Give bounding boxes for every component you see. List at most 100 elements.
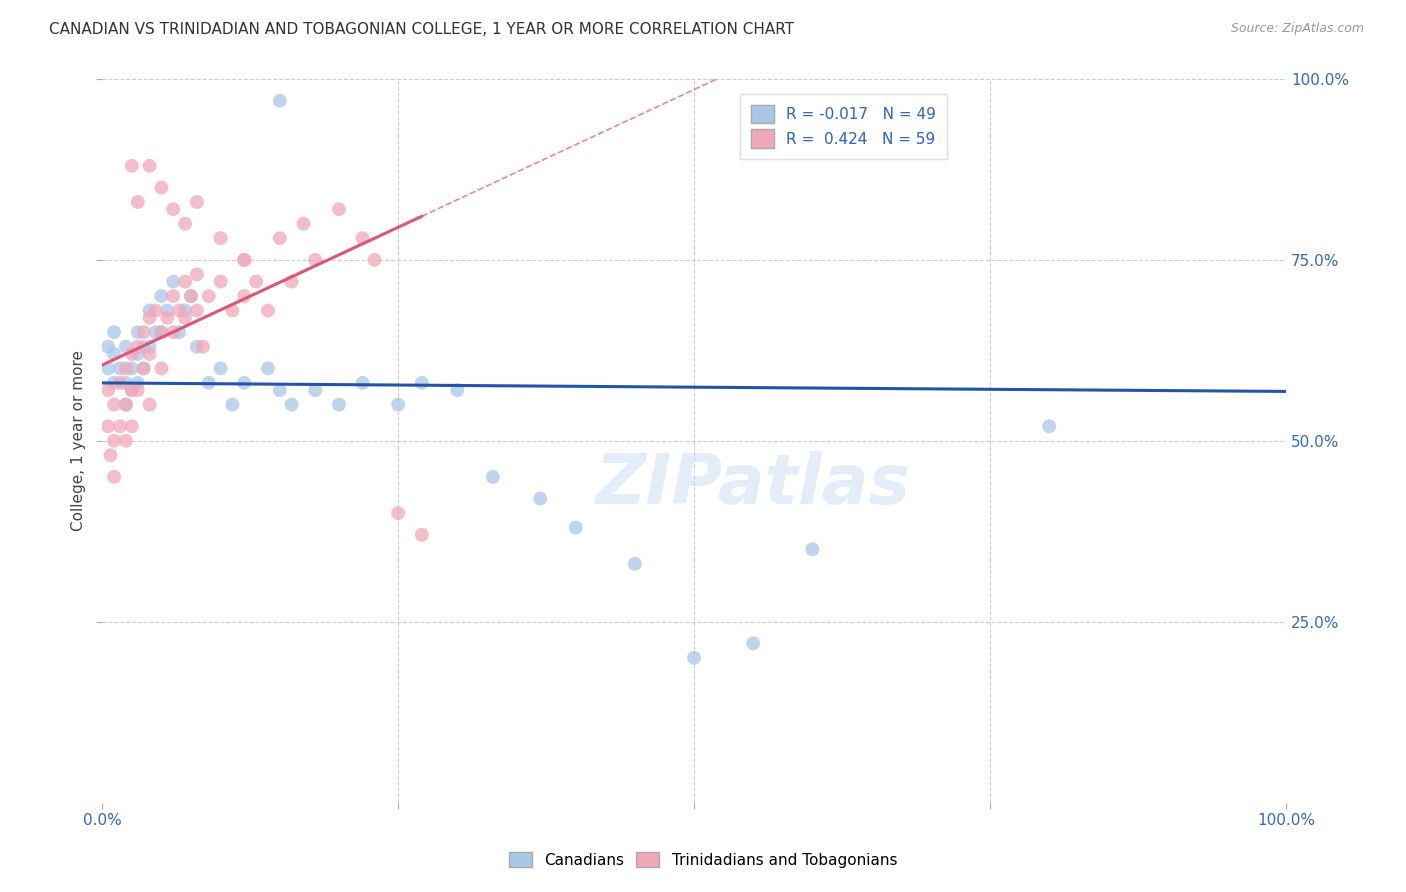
Point xyxy=(624,557,647,571)
Point xyxy=(328,398,350,412)
Legend: Canadians, Trinidadians and Tobagonians: Canadians, Trinidadians and Tobagonians xyxy=(502,844,904,875)
Point xyxy=(529,491,551,506)
Point xyxy=(245,275,267,289)
Point xyxy=(233,289,256,303)
Point xyxy=(115,361,138,376)
Point xyxy=(564,520,586,534)
Point xyxy=(108,419,131,434)
Point xyxy=(292,217,315,231)
Point xyxy=(280,398,302,412)
Point xyxy=(115,398,138,412)
Point xyxy=(145,325,167,339)
Y-axis label: College, 1 year or more: College, 1 year or more xyxy=(72,351,86,532)
Point xyxy=(150,361,173,376)
Point xyxy=(174,217,197,231)
Point xyxy=(115,434,138,448)
Point xyxy=(387,506,409,520)
Point xyxy=(132,361,155,376)
Point xyxy=(186,340,208,354)
Point xyxy=(233,252,256,267)
Legend: R = -0.017   N = 49, R =  0.424   N = 59: R = -0.017 N = 49, R = 0.424 N = 59 xyxy=(741,94,946,159)
Point xyxy=(162,289,184,303)
Point xyxy=(387,398,409,412)
Point xyxy=(197,289,219,303)
Point xyxy=(121,347,143,361)
Point xyxy=(103,325,125,339)
Point xyxy=(352,231,374,245)
Point xyxy=(411,528,433,542)
Point xyxy=(156,310,179,325)
Point xyxy=(191,340,214,354)
Point xyxy=(209,231,232,245)
Point xyxy=(186,268,208,282)
Point xyxy=(138,310,160,325)
Point xyxy=(180,289,202,303)
Point xyxy=(108,361,131,376)
Point xyxy=(156,303,179,318)
Point xyxy=(446,383,468,397)
Point xyxy=(257,361,280,376)
Point xyxy=(132,340,155,354)
Point xyxy=(121,159,143,173)
Point xyxy=(328,202,350,217)
Point xyxy=(121,383,143,397)
Point xyxy=(280,275,302,289)
Point xyxy=(115,376,138,390)
Point xyxy=(150,180,173,194)
Point xyxy=(97,340,120,354)
Point xyxy=(97,383,120,397)
Point xyxy=(209,275,232,289)
Point xyxy=(174,303,197,318)
Point xyxy=(411,376,433,390)
Point xyxy=(221,398,243,412)
Point xyxy=(162,202,184,217)
Point xyxy=(180,289,202,303)
Text: ZIPatlas: ZIPatlas xyxy=(596,450,911,517)
Point xyxy=(115,340,138,354)
Point xyxy=(801,542,824,557)
Point xyxy=(132,325,155,339)
Point xyxy=(209,361,232,376)
Point xyxy=(108,376,131,390)
Point xyxy=(150,289,173,303)
Point xyxy=(186,303,208,318)
Point xyxy=(97,419,120,434)
Point xyxy=(145,303,167,318)
Point xyxy=(127,194,149,209)
Point xyxy=(103,434,125,448)
Point xyxy=(103,376,125,390)
Point xyxy=(352,376,374,390)
Point xyxy=(132,361,155,376)
Point xyxy=(221,303,243,318)
Point xyxy=(174,310,197,325)
Point xyxy=(115,398,138,412)
Point xyxy=(121,383,143,397)
Point xyxy=(127,376,149,390)
Point xyxy=(304,383,326,397)
Text: Source: ZipAtlas.com: Source: ZipAtlas.com xyxy=(1230,22,1364,36)
Point xyxy=(742,636,765,650)
Point xyxy=(482,470,505,484)
Point xyxy=(138,398,160,412)
Point xyxy=(127,347,149,361)
Point xyxy=(174,275,197,289)
Point xyxy=(167,303,190,318)
Point xyxy=(100,448,122,462)
Point xyxy=(233,252,256,267)
Point xyxy=(150,325,173,339)
Point xyxy=(138,303,160,318)
Point xyxy=(269,94,291,108)
Point xyxy=(304,252,326,267)
Point xyxy=(269,231,291,245)
Point xyxy=(162,325,184,339)
Point xyxy=(186,194,208,209)
Point xyxy=(167,325,190,339)
Point xyxy=(138,347,160,361)
Point xyxy=(162,275,184,289)
Point xyxy=(127,340,149,354)
Point xyxy=(103,398,125,412)
Point xyxy=(127,325,149,339)
Point xyxy=(97,361,120,376)
Point xyxy=(150,325,173,339)
Point xyxy=(1038,419,1060,434)
